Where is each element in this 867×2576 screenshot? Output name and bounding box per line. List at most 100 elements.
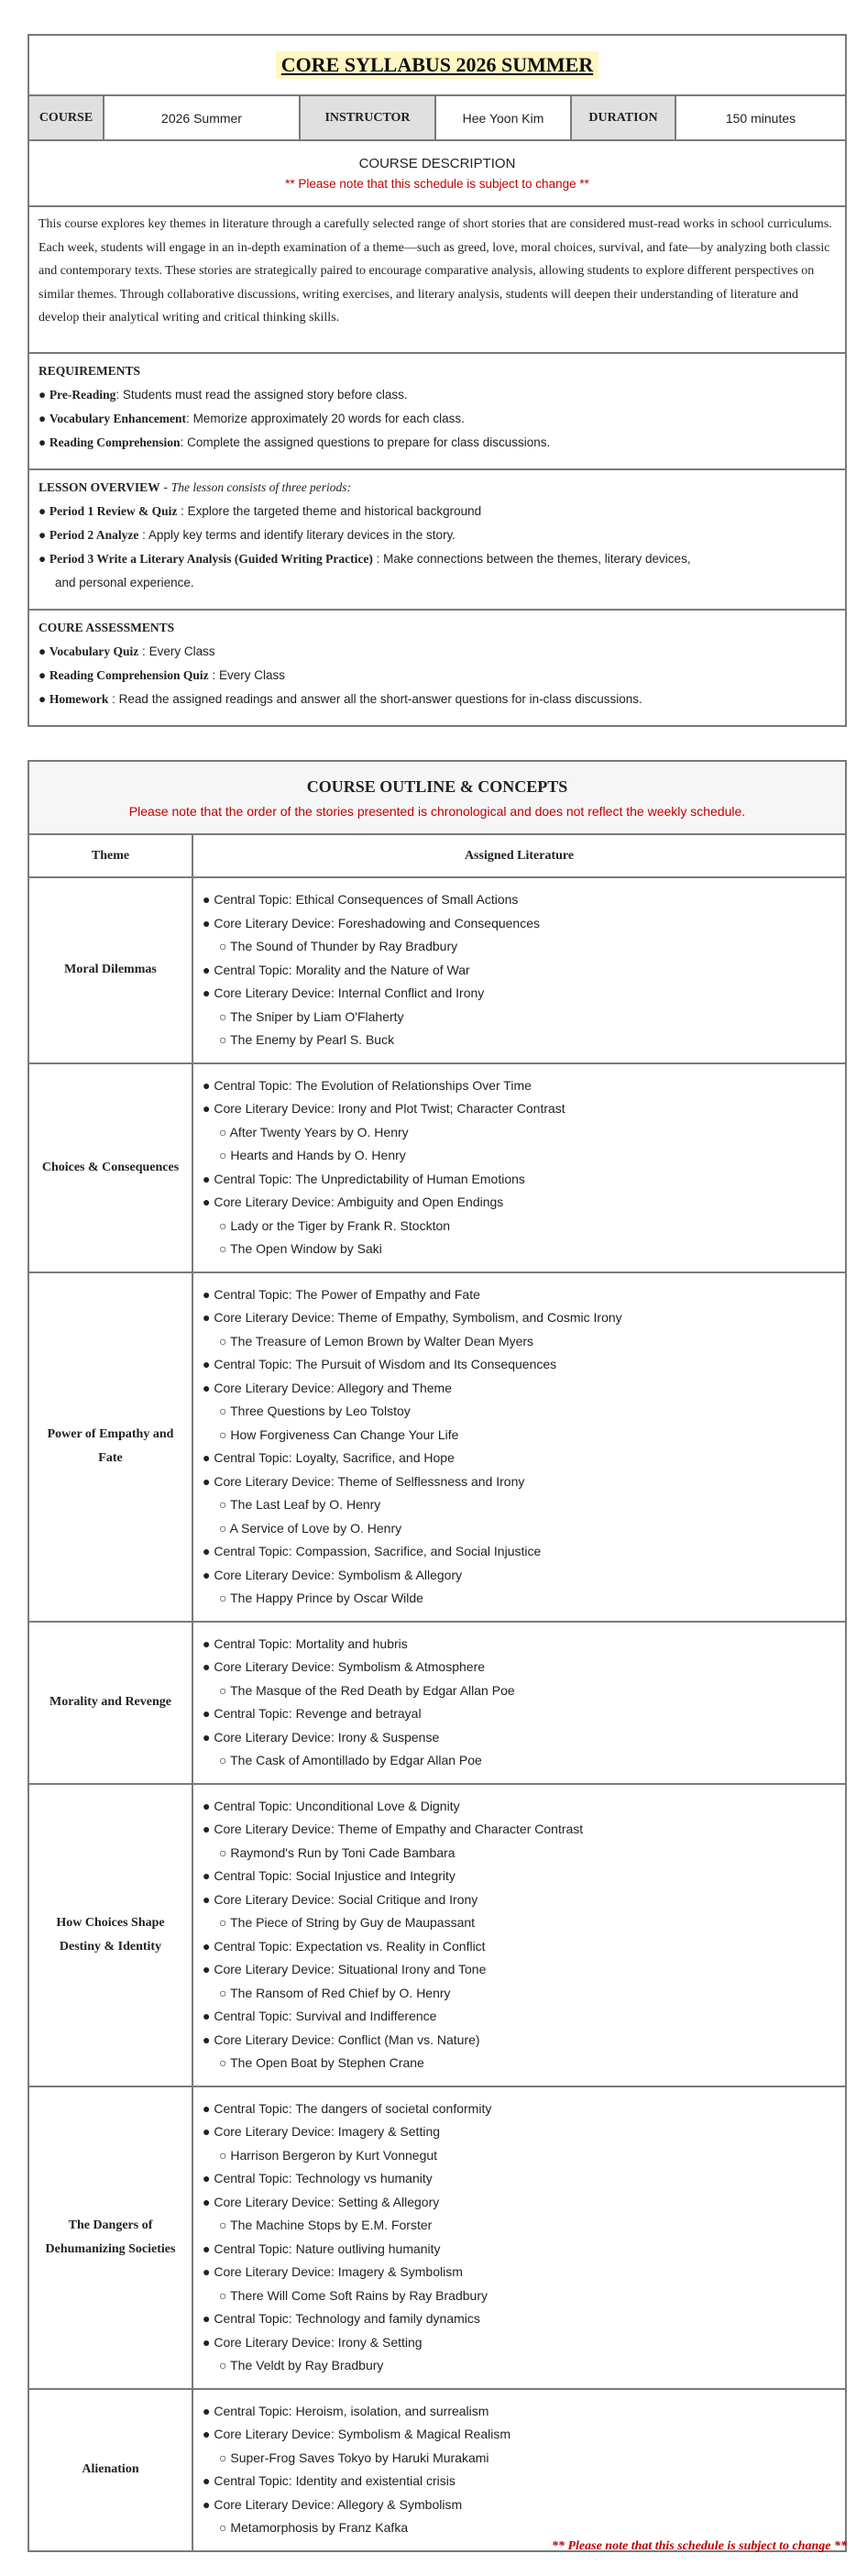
- filled-bullet-icon: ●: [203, 1544, 211, 1558]
- filled-bullet-icon: ●: [203, 1171, 211, 1186]
- topic-item: ● Core Literary Device: Setting & Allego…: [203, 2191, 836, 2215]
- item-text: Hearts and Hands by O. Henry: [230, 1148, 406, 1162]
- item-text: Harrison Bergeron by Kurt Vonnegut: [230, 2147, 438, 2163]
- bullet-icon: ●: [38, 552, 49, 566]
- filled-bullet-icon: ●: [203, 2264, 211, 2279]
- filled-bullet-icon: ●: [203, 2194, 211, 2209]
- item-separator: :: [115, 388, 123, 402]
- item-text: Central Topic: The Evolution of Relation…: [214, 1077, 532, 1093]
- story-item: ○ The Treasure of Lemon Brown by Walter …: [203, 1330, 836, 1354]
- item-text: Core Literary Device: Irony & Setting: [214, 2334, 423, 2350]
- list-item: ● Homework : Read the assigned readings …: [38, 688, 836, 711]
- filled-bullet-icon: ●: [203, 1450, 211, 1465]
- topic-item: ● Core Literary Device: Symbolism & Alle…: [203, 1564, 836, 1588]
- story-item: ○ The Cask of Amontillado by Edgar Allan…: [203, 1749, 836, 1773]
- item-text: Central Topic: Nature outliving humanity: [214, 2240, 441, 2256]
- story-item: ○ The Sniper by Liam O'Flaherty: [203, 1006, 836, 1029]
- topic-item: ● Core Literary Device: Conflict (Man vs…: [203, 2029, 836, 2053]
- filled-bullet-icon: ●: [203, 2427, 211, 2441]
- filled-bullet-icon: ●: [203, 892, 211, 907]
- story-item: ○ A Service of Love by O. Henry: [203, 1517, 836, 1541]
- item-text: Core Literary Device: Imagery & Setting: [214, 2124, 441, 2139]
- item-text: Metamorphosis by Franz Kafka: [230, 2520, 409, 2535]
- item-text: Every Class: [218, 668, 285, 682]
- item-separator: :: [108, 692, 119, 706]
- topic-item: ● Core Literary Device: Ambiguity and Op…: [203, 1191, 836, 1215]
- item-text: Explore the targeted theme and historica…: [187, 504, 482, 518]
- topic-item: ● Core Literary Device: Imagery & Symbol…: [203, 2261, 836, 2284]
- item-separator: :: [180, 435, 188, 449]
- item-text: Core Literary Device: Symbolism & Magica…: [214, 2427, 511, 2441]
- topic-item: ● Central Topic: Expectation vs. Reality…: [203, 1935, 836, 1959]
- item-label: Period 3 Write a Literary Analysis (Guid…: [49, 552, 373, 566]
- bullet-icon: ●: [38, 388, 49, 402]
- hollow-bullet-icon: ○: [219, 1497, 227, 1512]
- filled-bullet-icon: ●: [203, 1822, 211, 1836]
- item-text: Complete the assigned questions to prepa…: [187, 435, 551, 449]
- filled-bullet-icon: ●: [203, 1194, 211, 1209]
- theme-row: Moral Dilemmas ● Central Topic: Ethical C…: [27, 876, 847, 1064]
- item-text: Core Literary Device: Symbolism & Allego…: [214, 1567, 463, 1582]
- column-header-row: Theme Assigned Literature: [27, 833, 847, 878]
- list-item: ● Period 2 Analyze : Apply key terms and…: [38, 523, 836, 547]
- item-text: The Sniper by Liam O'Flaherty: [230, 1008, 404, 1024]
- theme-row: Choices & Consequences ● Central Topic: T…: [27, 1062, 847, 1273]
- item-text: Core Literary Device: Situational Irony …: [214, 1962, 487, 1976]
- item-text: Three Questions by Leo Tolstoy: [230, 1404, 411, 1418]
- description-header: COURSE DESCRIPTION ** Please note that t…: [27, 139, 847, 207]
- story-item: ○ Lady or the Tiger by Frank R. Stockton: [203, 1215, 836, 1238]
- filled-bullet-icon: ●: [203, 1310, 211, 1325]
- item-text: Core Literary Device: Allegory & Symboli…: [214, 2496, 463, 2512]
- theme-row: The Dangers of Dehumanizing Societies ● C…: [27, 2085, 847, 2390]
- item-separator: :: [138, 644, 149, 658]
- item-text: Lady or the Tiger by Frank R. Stockton: [230, 1217, 451, 1233]
- item-text: Core Literary Device: Theme of Empathy a…: [214, 1822, 584, 1836]
- story-item: ○ Three Questions by Leo Tolstoy: [203, 1400, 836, 1424]
- filled-bullet-icon: ●: [203, 2031, 211, 2047]
- item-text: Central Topic: Revenge and betrayal: [214, 1706, 422, 1721]
- theme-row: Morality and Revenge ● Central Topic: Mor…: [27, 1620, 847, 1785]
- item-text: The Ransom of Red Chief by O. Henry: [230, 1985, 451, 2000]
- item-text: Central Topic: The dangers of societal c…: [214, 2100, 492, 2116]
- item-text: The Happy Prince by Oscar Wilde: [230, 1591, 423, 1605]
- instructor-label: INSTRUCTOR: [299, 94, 436, 141]
- requirements-heading: REQUIREMENTS: [38, 364, 141, 378]
- outline-header: COURSE OUTLINE & CONCEPTS Please note th…: [27, 760, 847, 835]
- item-separator: :: [372, 552, 384, 566]
- hollow-bullet-icon: ○: [219, 2449, 227, 2465]
- item-text: Central Topic: Expectation vs. Reality i…: [214, 1938, 486, 1954]
- topic-item: ● Core Literary Device: Symbolism & Atmo…: [203, 1656, 836, 1679]
- topic-item: ● Core Literary Device: Situational Iron…: [203, 1958, 836, 1982]
- item-text: Central Topic: Morality and the Nature o…: [214, 962, 470, 977]
- item-text: Read the assigned readings and answer al…: [118, 692, 642, 706]
- description-heading: COURSE DESCRIPTION: [358, 156, 516, 171]
- item-continuation: and personal experience.: [55, 576, 194, 589]
- item-text: Core Literary Device: Theme of Selflessn…: [214, 1473, 525, 1489]
- hollow-bullet-icon: ○: [219, 1753, 227, 1767]
- topic-item: ● Central Topic: Social Injustice and In…: [203, 1865, 836, 1888]
- hollow-bullet-icon: ○: [219, 2287, 227, 2303]
- item-label: Vocabulary Quiz: [49, 644, 139, 658]
- hollow-bullet-icon: ○: [219, 2520, 227, 2535]
- story-item: ○ The Happy Prince by Oscar Wilde: [203, 1587, 836, 1611]
- topic-item: ● Central Topic: The dangers of societal…: [203, 2097, 836, 2121]
- item-label: Period 1 Review & Quiz: [49, 504, 178, 518]
- item-text: Core Literary Device: Irony & Suspense: [214, 1729, 440, 1745]
- filled-bullet-icon: ●: [203, 2171, 211, 2185]
- item-label: Reading Comprehension: [49, 435, 181, 449]
- hollow-bullet-icon: ○: [219, 1124, 227, 1139]
- item-text: Students must read the assigned story be…: [122, 388, 408, 402]
- theme-cell: How Choices Shape Destiny & Identity: [27, 1782, 193, 2087]
- filled-bullet-icon: ●: [203, 2124, 211, 2139]
- hollow-bullet-icon: ○: [219, 1426, 227, 1442]
- footer-notice: ** Please note that this schedule is sub…: [551, 2539, 847, 2553]
- hollow-bullet-icon: ○: [219, 1682, 227, 1698]
- list-item: ● Period 1 Review & Quiz : Explore the t…: [38, 500, 836, 523]
- theme-row: Alienation ● Central Topic: Heroism, isol…: [27, 2387, 847, 2552]
- change-notice: ** Please note that this schedule is sub…: [285, 177, 589, 191]
- item-text: Every Class: [148, 644, 215, 658]
- requirements-section: REQUIREMENTS ● Pre-Reading: Students mus…: [27, 352, 847, 470]
- item-text: Core Literary Device: Ambiguity and Open…: [214, 1194, 504, 1209]
- story-item: ○ Hearts and Hands by O. Henry: [203, 1144, 836, 1168]
